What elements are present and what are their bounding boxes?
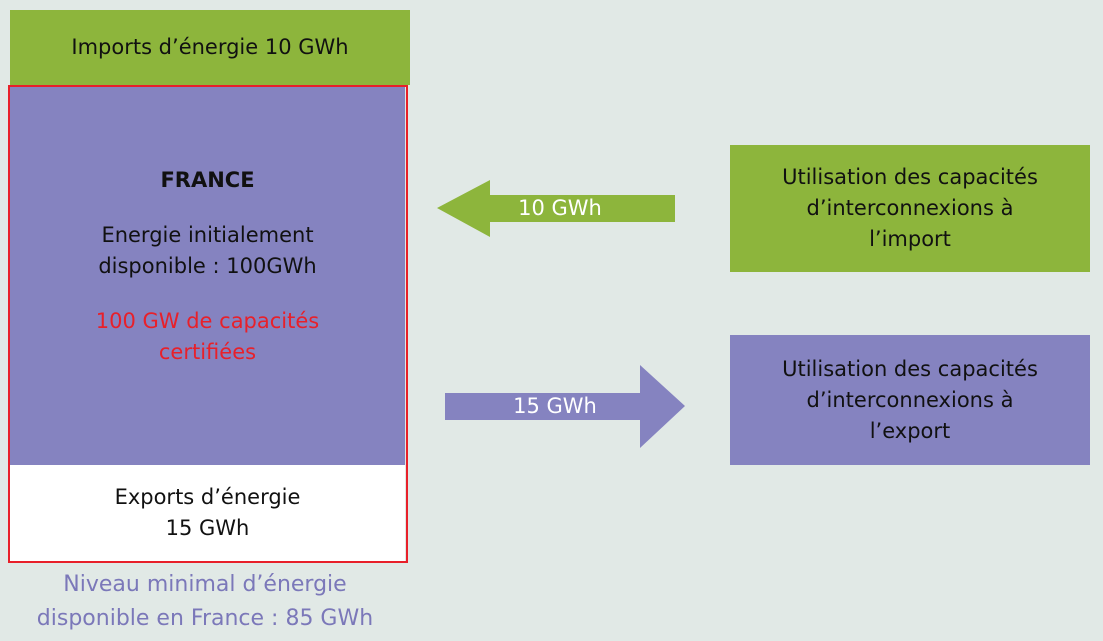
text-line: disponible en France : 85 GWh (36, 606, 374, 631)
text-line: Energie initialement (101, 223, 314, 247)
text-line: Utilisation des capacités (782, 356, 1038, 381)
text-line: Utilisation des capacités (782, 165, 1038, 189)
exports-box: Exports d’énergie 15 GWh (10, 465, 405, 561)
text-line: certifiées (158, 340, 257, 364)
text-line: d’interconnexions à (806, 196, 1014, 220)
text-line: d’interconnexions à (806, 387, 1014, 412)
export-box: Utilisation des capacités d’interconnexio… (730, 335, 1090, 465)
text-line: l’export (869, 418, 951, 443)
import-arrow-label: 10 GWh (518, 196, 602, 220)
capacity-text: 100 GW de capacités certifiées (96, 306, 319, 368)
export-arrow-label: 15 GWh (513, 394, 597, 418)
export-arrow (445, 365, 685, 448)
import-arrow (437, 180, 675, 237)
text-line: disponible : 100GWh (98, 254, 317, 278)
import-box: Utilisation des capacités d’interconnexio… (730, 145, 1090, 272)
text-line: Niveau minimal d’énergie (63, 572, 347, 597)
text-line: Exports d’énergie (114, 485, 301, 509)
energy-text: Energie initialement disponible : 100GWh (98, 220, 316, 282)
text-line: 15 GWh (165, 516, 250, 540)
france-title: FRANCE (160, 168, 255, 192)
france-box: FRANCE Energie initialement disponible : … (10, 85, 405, 465)
france-border (8, 85, 408, 563)
minimum-note: Niveau minimal d’énergie disponible en Fr… (0, 568, 450, 636)
text-line: 100 GW de capacités (95, 309, 320, 333)
imports-box: Imports d’énergie 10 GWh (10, 10, 410, 85)
text-line: l’import (869, 227, 951, 251)
imports-text: Imports d’énergie 10 GWh (71, 35, 349, 59)
